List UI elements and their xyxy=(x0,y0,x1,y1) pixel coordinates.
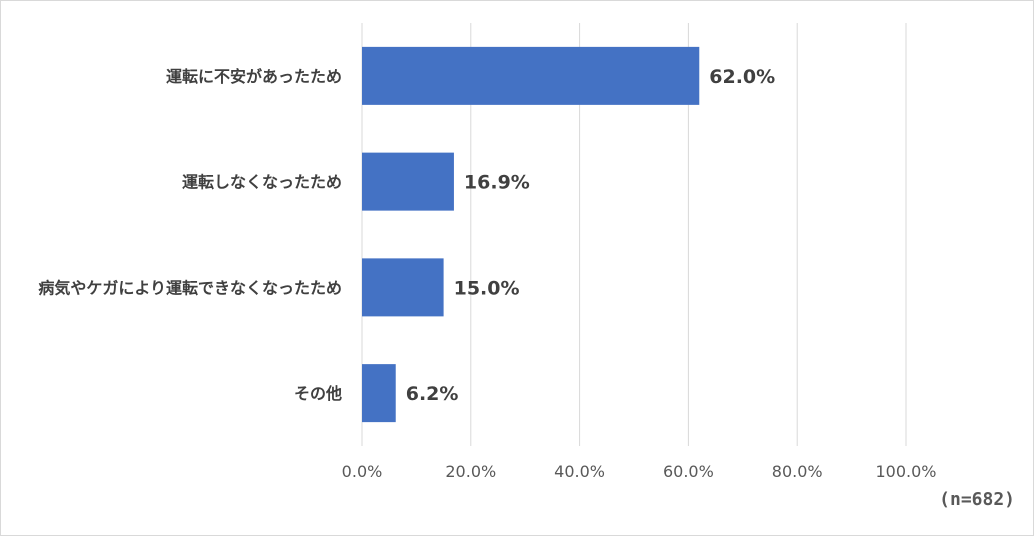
x-tick-label: 40.0% xyxy=(554,462,605,481)
sample-size-note: (n=682) xyxy=(939,489,1015,510)
x-tick-label: 0.0% xyxy=(342,462,383,481)
value-label: 6.2% xyxy=(406,383,459,405)
x-tick-label: 100.0% xyxy=(875,462,936,481)
category-label: その他 xyxy=(294,384,342,403)
category-label: 運転しなくなったため xyxy=(182,173,342,192)
value-label: 16.9% xyxy=(464,172,530,194)
x-tick-label: 20.0% xyxy=(445,462,496,481)
bar xyxy=(362,258,444,317)
bar xyxy=(362,46,700,105)
value-label: 62.0% xyxy=(709,66,775,88)
bar xyxy=(362,152,454,211)
category-label: 病気やケガにより運転できなくなったため xyxy=(38,278,342,297)
category-label: 運転に不安があったため xyxy=(166,67,342,86)
value-label: 15.0% xyxy=(454,277,520,299)
bar xyxy=(362,364,396,423)
x-tick-label: 80.0% xyxy=(772,462,823,481)
x-tick-label: 60.0% xyxy=(663,462,714,481)
